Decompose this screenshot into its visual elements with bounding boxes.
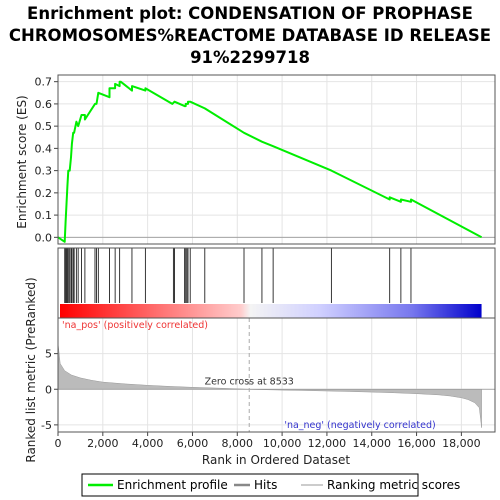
rank-plot-border (57, 317, 496, 433)
negative-correlation-label: 'na_neg' (negatively correlated) (284, 420, 435, 431)
es-y-tick-label: 0.0 (35, 231, 53, 244)
zero-cross-label: Zero cross at 8533 (205, 376, 294, 387)
x-tick-label: 14,000 (352, 437, 391, 450)
rank-y-tick-label: -5 (41, 419, 52, 432)
rank-y-tick-label: 5 (45, 348, 52, 361)
es-y-tick-label: 0.5 (35, 120, 53, 133)
es-y-tick-label: 0.2 (35, 187, 53, 200)
es-plot-border (57, 74, 496, 245)
enrichment-profile-line (57, 80, 483, 243)
chart-title-line-2: CHROMOSOMES%REACTOME DATABASE ID RELEASE (9, 26, 491, 45)
x-tick-label: 16,000 (397, 437, 436, 450)
hits-area (58, 248, 495, 303)
x-tick-label: 4,000 (132, 437, 164, 450)
es-y-tick-label: 0.1 (35, 209, 53, 222)
legend-hits: Hits (254, 478, 277, 492)
rank-y-tick-label: 0 (45, 383, 52, 396)
es-y-tick-label: 0.3 (35, 165, 53, 178)
x-tick-label: 18,000 (442, 437, 481, 450)
ranking-metric-area (57, 342, 482, 428)
correlation-color-bar (60, 304, 482, 318)
rank-plot-area (58, 318, 495, 432)
es-y-tick-label: 0.7 (35, 76, 53, 89)
ranked-metric-panel: Zero cross at 8533 'na_pos' (positively c… (41, 317, 496, 450)
positive-correlation-label: 'na_pos' (positively correlated) (62, 320, 208, 331)
x-tick-label: 0 (55, 437, 62, 450)
x-tick-label: 10,000 (263, 437, 302, 450)
rank-y-axis-label: Ranked list metric (PreRanked) (24, 277, 38, 462)
hits-panel (57, 247, 496, 319)
chart-title-line-3: 91%2299718 (190, 48, 310, 67)
es-y-axis-label: Enrichment score (ES) (15, 95, 29, 228)
legend-enrichment-profile: Enrichment profile (117, 478, 228, 492)
es-y-tick-label: 0.4 (35, 142, 53, 155)
x-tick-label: 2,000 (87, 437, 119, 450)
legend-ranking-metric-scores: Ranking metric scores (327, 478, 460, 492)
x-tick-label: 12,000 (308, 437, 347, 450)
x-axis-label: Rank in Ordered Dataset (202, 453, 350, 467)
es-y-tick-label: 0.6 (35, 98, 53, 111)
legend: Enrichment profile Hits Ranking metric s… (81, 473, 460, 497)
x-tick-label: 6,000 (177, 437, 209, 450)
enrichment-score-panel: 0.0 0.1 0.2 0.3 0.4 0.5 0.6 0.7 (35, 74, 496, 245)
es-plot-area (58, 75, 495, 244)
x-tick-label: 8,000 (222, 437, 254, 450)
chart-title-line-1: Enrichment plot: CONDENSATION OF PROPHAS… (27, 4, 473, 23)
